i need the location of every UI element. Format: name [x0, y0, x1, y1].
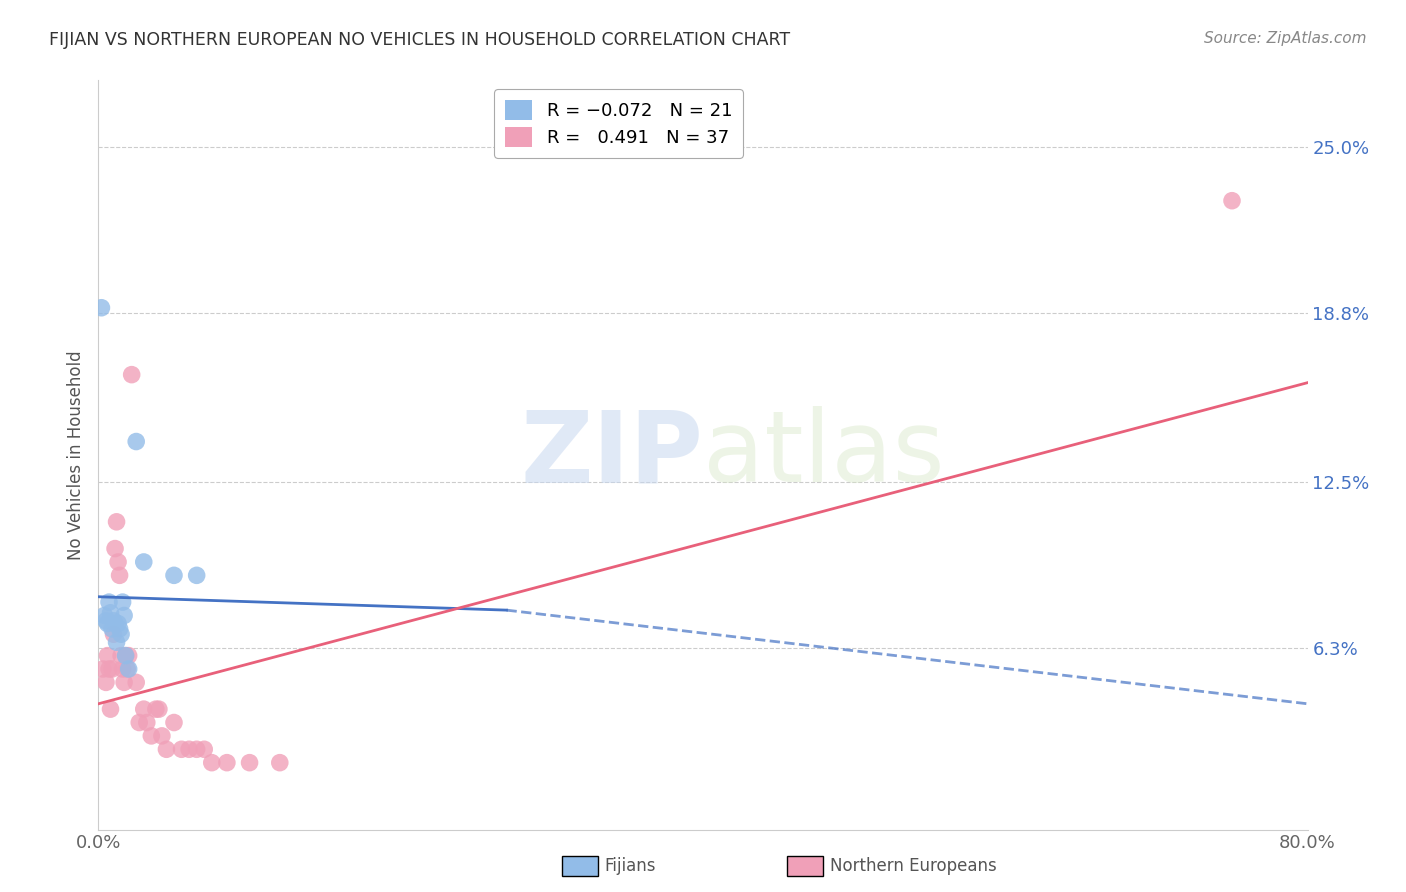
Point [100, 606, 122, 620]
Point [125, 675, 148, 690]
Text: ZIP: ZIP [520, 407, 703, 503]
Point [103, 614, 125, 628]
Point [96, 648, 118, 663]
Point [104, 616, 127, 631]
Point [269, 756, 291, 770]
Point [101, 622, 124, 636]
Point [103, 627, 125, 641]
Text: Source: ZipAtlas.com: Source: ZipAtlas.com [1204, 31, 1367, 46]
Point [91, 662, 114, 676]
Point [163, 715, 186, 730]
Point [108, 622, 131, 636]
Point [94, 614, 117, 628]
Point [125, 434, 148, 449]
Point [145, 702, 167, 716]
Point [132, 702, 155, 716]
Point [112, 675, 135, 690]
Point [118, 662, 141, 676]
Y-axis label: No Vehicles in Household: No Vehicles in Household [66, 350, 84, 560]
Point [155, 742, 177, 756]
Text: Fijians: Fijians [605, 857, 657, 875]
Point [107, 616, 129, 631]
Point [93, 608, 115, 623]
Point [201, 756, 224, 770]
Point [110, 648, 132, 663]
Point [101, 662, 124, 676]
Point [135, 715, 157, 730]
Point [128, 715, 150, 730]
Point [150, 729, 173, 743]
Point [239, 756, 262, 770]
Point [215, 756, 238, 770]
Point [112, 608, 135, 623]
Point [108, 568, 131, 582]
Point [94, 675, 117, 690]
Point [98, 662, 121, 676]
Point [186, 742, 208, 756]
Legend: R = −0.072   N = 21, R =   0.491   N = 37: R = −0.072 N = 21, R = 0.491 N = 37 [495, 89, 744, 158]
Text: FIJIAN VS NORTHERN EUROPEAN NO VEHICLES IN HOUSEHOLD CORRELATION CHART: FIJIAN VS NORTHERN EUROPEAN NO VEHICLES … [49, 31, 790, 49]
Point [110, 627, 132, 641]
Point [148, 702, 170, 716]
Point [105, 635, 128, 649]
Point [1220, 194, 1243, 208]
Point [193, 742, 215, 756]
Point [105, 515, 128, 529]
Point [132, 555, 155, 569]
Point [100, 702, 122, 716]
Point [96, 616, 118, 631]
Point [170, 742, 193, 756]
Point [90, 301, 112, 315]
Point [186, 568, 208, 582]
Point [179, 742, 201, 756]
Point [111, 662, 134, 676]
Point [114, 648, 136, 663]
Point [115, 662, 138, 676]
Point [141, 729, 163, 743]
Point [104, 541, 127, 556]
Point [114, 648, 136, 663]
Point [107, 555, 129, 569]
Point [98, 595, 121, 609]
Point [111, 595, 134, 609]
Text: atlas: atlas [703, 407, 945, 503]
Text: Northern Europeans: Northern Europeans [830, 857, 997, 875]
Point [163, 568, 186, 582]
Point [121, 368, 143, 382]
Point [118, 648, 141, 663]
